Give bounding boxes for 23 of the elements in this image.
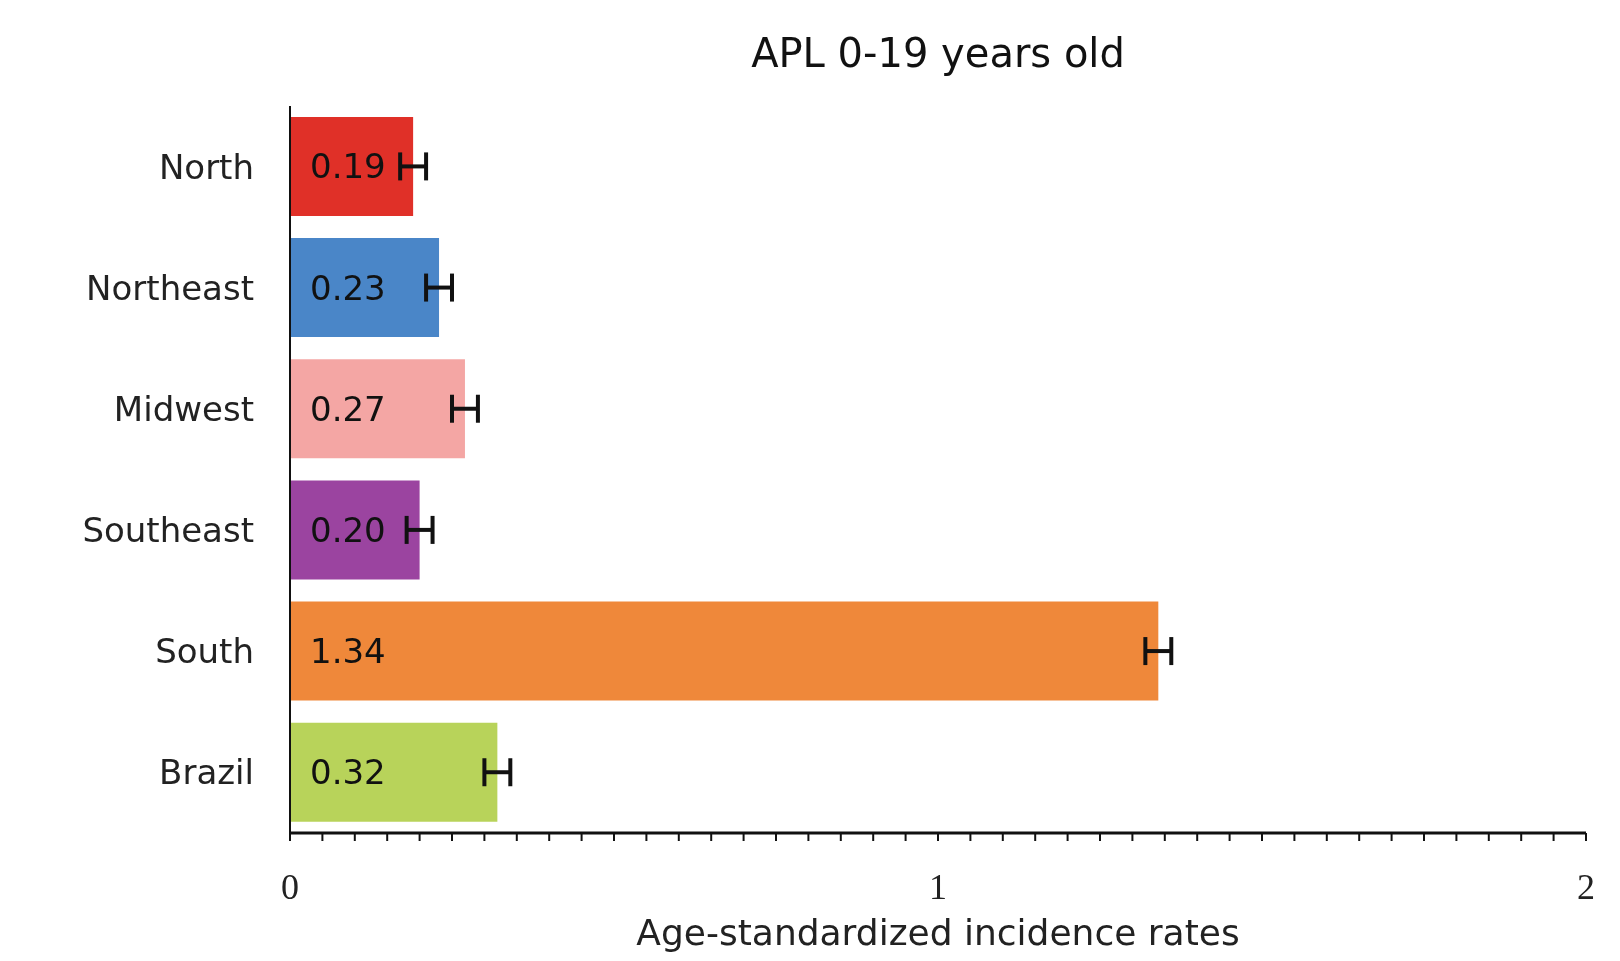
x-axis-title: Age-standardized incidence rates bbox=[636, 912, 1240, 953]
bar bbox=[290, 238, 440, 338]
x-tick-label: 1 bbox=[929, 866, 947, 907]
x-tick-label: 2 bbox=[1577, 866, 1595, 907]
bar bbox=[290, 480, 420, 580]
y-tick-label: Northeast bbox=[86, 267, 254, 308]
bar bbox=[290, 601, 1159, 701]
data-label: 1.34 bbox=[310, 631, 386, 672]
y-tick-label: Southeast bbox=[82, 510, 254, 551]
bar bbox=[290, 359, 465, 459]
chart-title: APL 0-19 years old bbox=[750, 30, 1126, 76]
y-tick-label: Midwest bbox=[113, 388, 254, 429]
y-tick-label: South bbox=[155, 631, 254, 672]
data-label: 0.27 bbox=[310, 388, 386, 429]
data-label: 0.32 bbox=[310, 752, 386, 793]
data-label: 0.23 bbox=[310, 267, 386, 308]
bar bbox=[290, 722, 498, 822]
y-tick-label: North bbox=[158, 146, 254, 187]
y-tick-label: Brazil bbox=[159, 752, 254, 793]
bar bbox=[290, 116, 414, 216]
data-label: 0.20 bbox=[310, 509, 386, 550]
data-label: 0.19 bbox=[310, 146, 386, 187]
x-tick-label: 0 bbox=[281, 866, 299, 907]
